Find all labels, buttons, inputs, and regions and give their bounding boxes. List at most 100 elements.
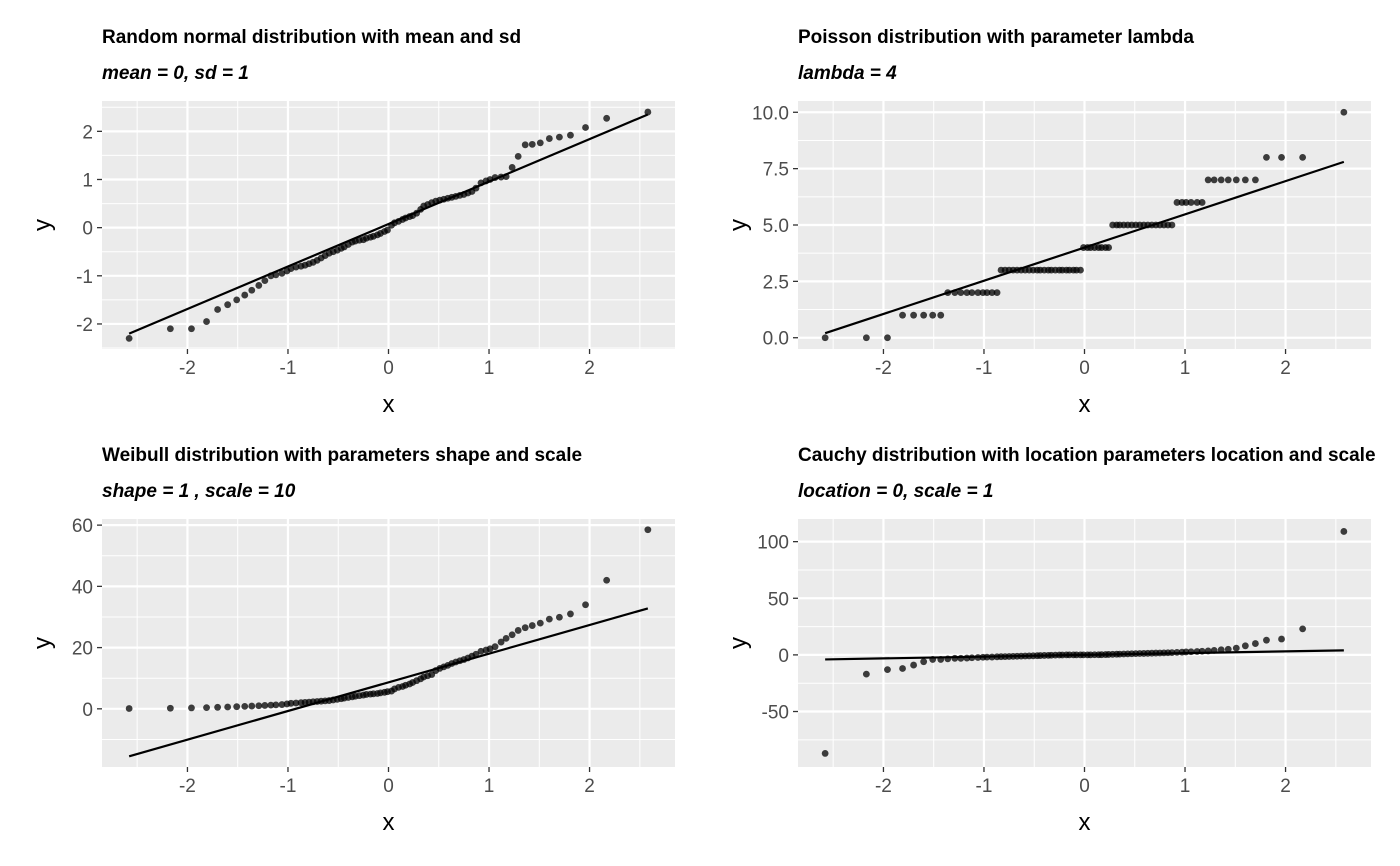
x-tick-label: 1 bbox=[484, 776, 495, 797]
qq-reference-line bbox=[824, 160, 1345, 335]
data-point bbox=[988, 289, 996, 297]
x-axis-label: x bbox=[383, 809, 395, 833]
data-point bbox=[974, 289, 982, 297]
data-point bbox=[233, 296, 241, 304]
x-tick-label: 1 bbox=[1180, 358, 1191, 379]
data-point bbox=[555, 133, 563, 141]
data-point bbox=[957, 289, 965, 297]
data-point bbox=[545, 135, 553, 142]
data-point bbox=[292, 699, 300, 707]
data-point bbox=[1077, 266, 1084, 274]
data-point bbox=[188, 325, 195, 333]
data-point bbox=[497, 638, 505, 646]
y-tick-label: 100 bbox=[757, 533, 789, 554]
data-point bbox=[1263, 636, 1270, 644]
y-tick-label: 0.0 bbox=[763, 329, 789, 350]
data-point bbox=[1251, 176, 1259, 184]
chart-title: Cauchy distribution with location parame… bbox=[798, 445, 1376, 466]
qq-plot-cauchy: -2 -1 0 1 2 -50 0 50 100 x y bbox=[725, 519, 1371, 833]
data-point bbox=[899, 311, 906, 319]
x-axis-label: x bbox=[383, 391, 395, 415]
data-point bbox=[910, 311, 918, 319]
y-tick-label: -50 bbox=[762, 703, 789, 724]
data-point bbox=[1187, 199, 1195, 206]
data-point bbox=[957, 654, 965, 662]
data-point bbox=[644, 108, 652, 116]
data-point bbox=[821, 334, 829, 342]
y-tick-label: 1 bbox=[82, 170, 93, 191]
qq-plot-normal: -2 -1 0 1 2 -2 -1 0 1 2 x y bbox=[29, 101, 675, 415]
chart-subtitle: mean = 0, sd = 1 bbox=[102, 63, 249, 84]
data-point bbox=[1340, 108, 1348, 116]
y-tick-label: 60 bbox=[72, 516, 93, 537]
data-point bbox=[555, 613, 563, 621]
data-point bbox=[644, 526, 652, 534]
x-tick-label: 0 bbox=[383, 358, 394, 379]
data-point bbox=[929, 311, 937, 319]
data-point bbox=[1232, 644, 1240, 652]
y-axis-label: y bbox=[725, 637, 752, 649]
data-point bbox=[491, 643, 499, 651]
x-tick-label: 1 bbox=[1180, 776, 1191, 797]
data-point bbox=[582, 124, 589, 131]
y-tick-label: 40 bbox=[72, 577, 93, 598]
data-point bbox=[968, 289, 976, 297]
x-tick-label: -1 bbox=[280, 776, 297, 797]
data-point bbox=[261, 702, 269, 709]
data-point bbox=[1241, 642, 1249, 650]
x-tick-label: 0 bbox=[383, 776, 394, 797]
data-point bbox=[884, 666, 891, 674]
qq-reference-line bbox=[825, 649, 1344, 661]
x-tick-label: -1 bbox=[280, 358, 297, 379]
y-tick-label: 0 bbox=[778, 646, 789, 667]
data-point bbox=[224, 301, 232, 309]
data-point bbox=[292, 263, 300, 271]
chart-panel-cauchy: Cauchy distribution with location parame… bbox=[696, 418, 1386, 833]
data-point bbox=[514, 627, 522, 634]
data-point bbox=[166, 704, 174, 712]
data-point bbox=[1217, 176, 1225, 184]
chart-subtitle: location = 0, scale = 1 bbox=[798, 481, 994, 502]
x-tick-label: -2 bbox=[179, 776, 196, 797]
data-point bbox=[899, 665, 906, 672]
data-point bbox=[884, 334, 891, 342]
data-point bbox=[248, 286, 256, 294]
data-point bbox=[536, 139, 544, 147]
x-axis-label: x bbox=[1079, 809, 1091, 833]
data-point bbox=[214, 306, 222, 313]
data-point bbox=[203, 704, 210, 712]
data-point bbox=[1173, 199, 1181, 206]
data-point bbox=[1198, 199, 1206, 206]
x-tick-label: 2 bbox=[584, 776, 595, 797]
chart-subtitle: lambda = 4 bbox=[798, 63, 897, 84]
data-point bbox=[241, 702, 249, 710]
chart-panel-poisson: Poisson distribution with parameter lamb… bbox=[696, 0, 1386, 415]
data-point bbox=[1299, 153, 1307, 161]
y-tick-label: 10.0 bbox=[752, 103, 789, 124]
data-point bbox=[528, 140, 536, 148]
data-point bbox=[920, 311, 928, 319]
y-axis-label: y bbox=[725, 219, 752, 231]
data-point bbox=[521, 624, 529, 632]
data-point bbox=[567, 610, 574, 618]
data-point bbox=[502, 635, 510, 642]
data-point bbox=[1241, 176, 1249, 184]
data-point bbox=[910, 661, 918, 669]
data-point bbox=[287, 699, 295, 707]
data-point bbox=[233, 703, 241, 711]
data-point bbox=[1168, 221, 1176, 229]
data-point bbox=[267, 701, 275, 709]
y-tick-label: 0 bbox=[82, 700, 93, 721]
data-point bbox=[508, 164, 516, 171]
chart-subtitle: shape = 1 , scale = 10 bbox=[102, 481, 296, 502]
y-tick-label: 5.0 bbox=[763, 216, 789, 237]
data-point bbox=[536, 619, 544, 627]
qq-plot-poisson: -2 -1 0 1 2 0.0 2.5 5.0 7.5 10.0 x y bbox=[725, 101, 1371, 415]
data-point bbox=[188, 704, 195, 712]
data-point bbox=[1224, 176, 1232, 184]
data-point bbox=[508, 631, 516, 639]
data-point bbox=[862, 334, 870, 342]
x-tick-label: -2 bbox=[875, 776, 892, 797]
data-point bbox=[963, 289, 971, 297]
qq-reference-line bbox=[128, 607, 649, 758]
